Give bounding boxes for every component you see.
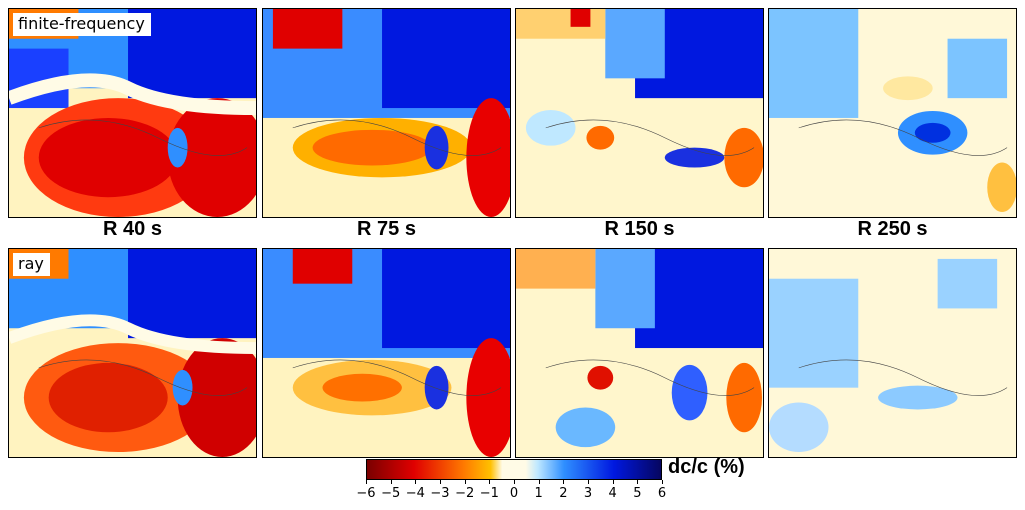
colorbar-tick-label: −5 (381, 486, 401, 501)
map-panel-ff-150s (515, 8, 764, 218)
colorbar-tick-mark (637, 480, 639, 484)
map-image (9, 9, 256, 217)
colorbar-tick-mark (489, 480, 491, 484)
colorbar (366, 459, 662, 480)
colorbar-tick-label: −1 (479, 486, 499, 501)
colorbar-tick-mark (464, 480, 466, 484)
colorbar-tick-label: −3 (430, 486, 450, 501)
map-panel-ray-40s: ray (8, 248, 257, 458)
map-panel-ff-250s (768, 8, 1017, 218)
colorbar-tick-mark (612, 480, 614, 484)
colorbar-tick-mark (440, 480, 441, 484)
colorbar-tick-label: 2 (559, 486, 568, 501)
colorbar-ticks: −6 −5 −4 −3 −2 −1 0 1 2 3 4 5 6 (356, 480, 676, 510)
colorbar-tick-label: −6 (356, 486, 376, 501)
colorbar-tick-mark (662, 480, 663, 484)
map-image (263, 9, 510, 217)
period-label: R 150 s (604, 218, 675, 240)
colorbar-tick-mark (366, 480, 367, 484)
colorbar-tick-label: 5 (633, 486, 642, 501)
colorbar-tick-mark (390, 480, 392, 484)
colorbar-tick-label: −4 (405, 486, 425, 501)
map-image (516, 9, 763, 217)
period-label: R 250 s (857, 218, 928, 240)
map-image (769, 249, 1016, 457)
colorbar-tick-mark (563, 480, 565, 484)
map-image (516, 249, 763, 457)
period-label: R 40 s (103, 218, 162, 240)
map-panel-ray-75s (262, 248, 511, 458)
colorbar-title: dc/c (%) (668, 456, 745, 478)
colorbar-tick-label: 6 (657, 486, 667, 501)
map-panel-ff-75s (262, 8, 511, 218)
colorbar-tick-label: −2 (455, 486, 475, 501)
period-label: R 75 s (357, 218, 416, 240)
map-image (9, 249, 256, 457)
colorbar-tick-mark (588, 480, 589, 484)
colorbar-tick-label: 4 (608, 486, 617, 501)
map-panel-ray-250s (768, 248, 1017, 458)
colorbar-tick-label: 3 (583, 486, 593, 501)
method-label: finite-frequency (13, 13, 151, 36)
colorbar-tick-label: 1 (534, 486, 543, 501)
colorbar-tick-label: 0 (509, 486, 519, 501)
colorbar-tick-mark (415, 480, 417, 484)
colorbar-tick-mark (538, 480, 540, 484)
map-panel-ray-150s (515, 248, 764, 458)
map-panel-ff-40s: finite-frequency (8, 8, 257, 218)
method-label: ray (13, 253, 50, 276)
map-image (769, 9, 1016, 217)
map-image (263, 249, 510, 457)
colorbar-tick-mark (514, 480, 515, 484)
